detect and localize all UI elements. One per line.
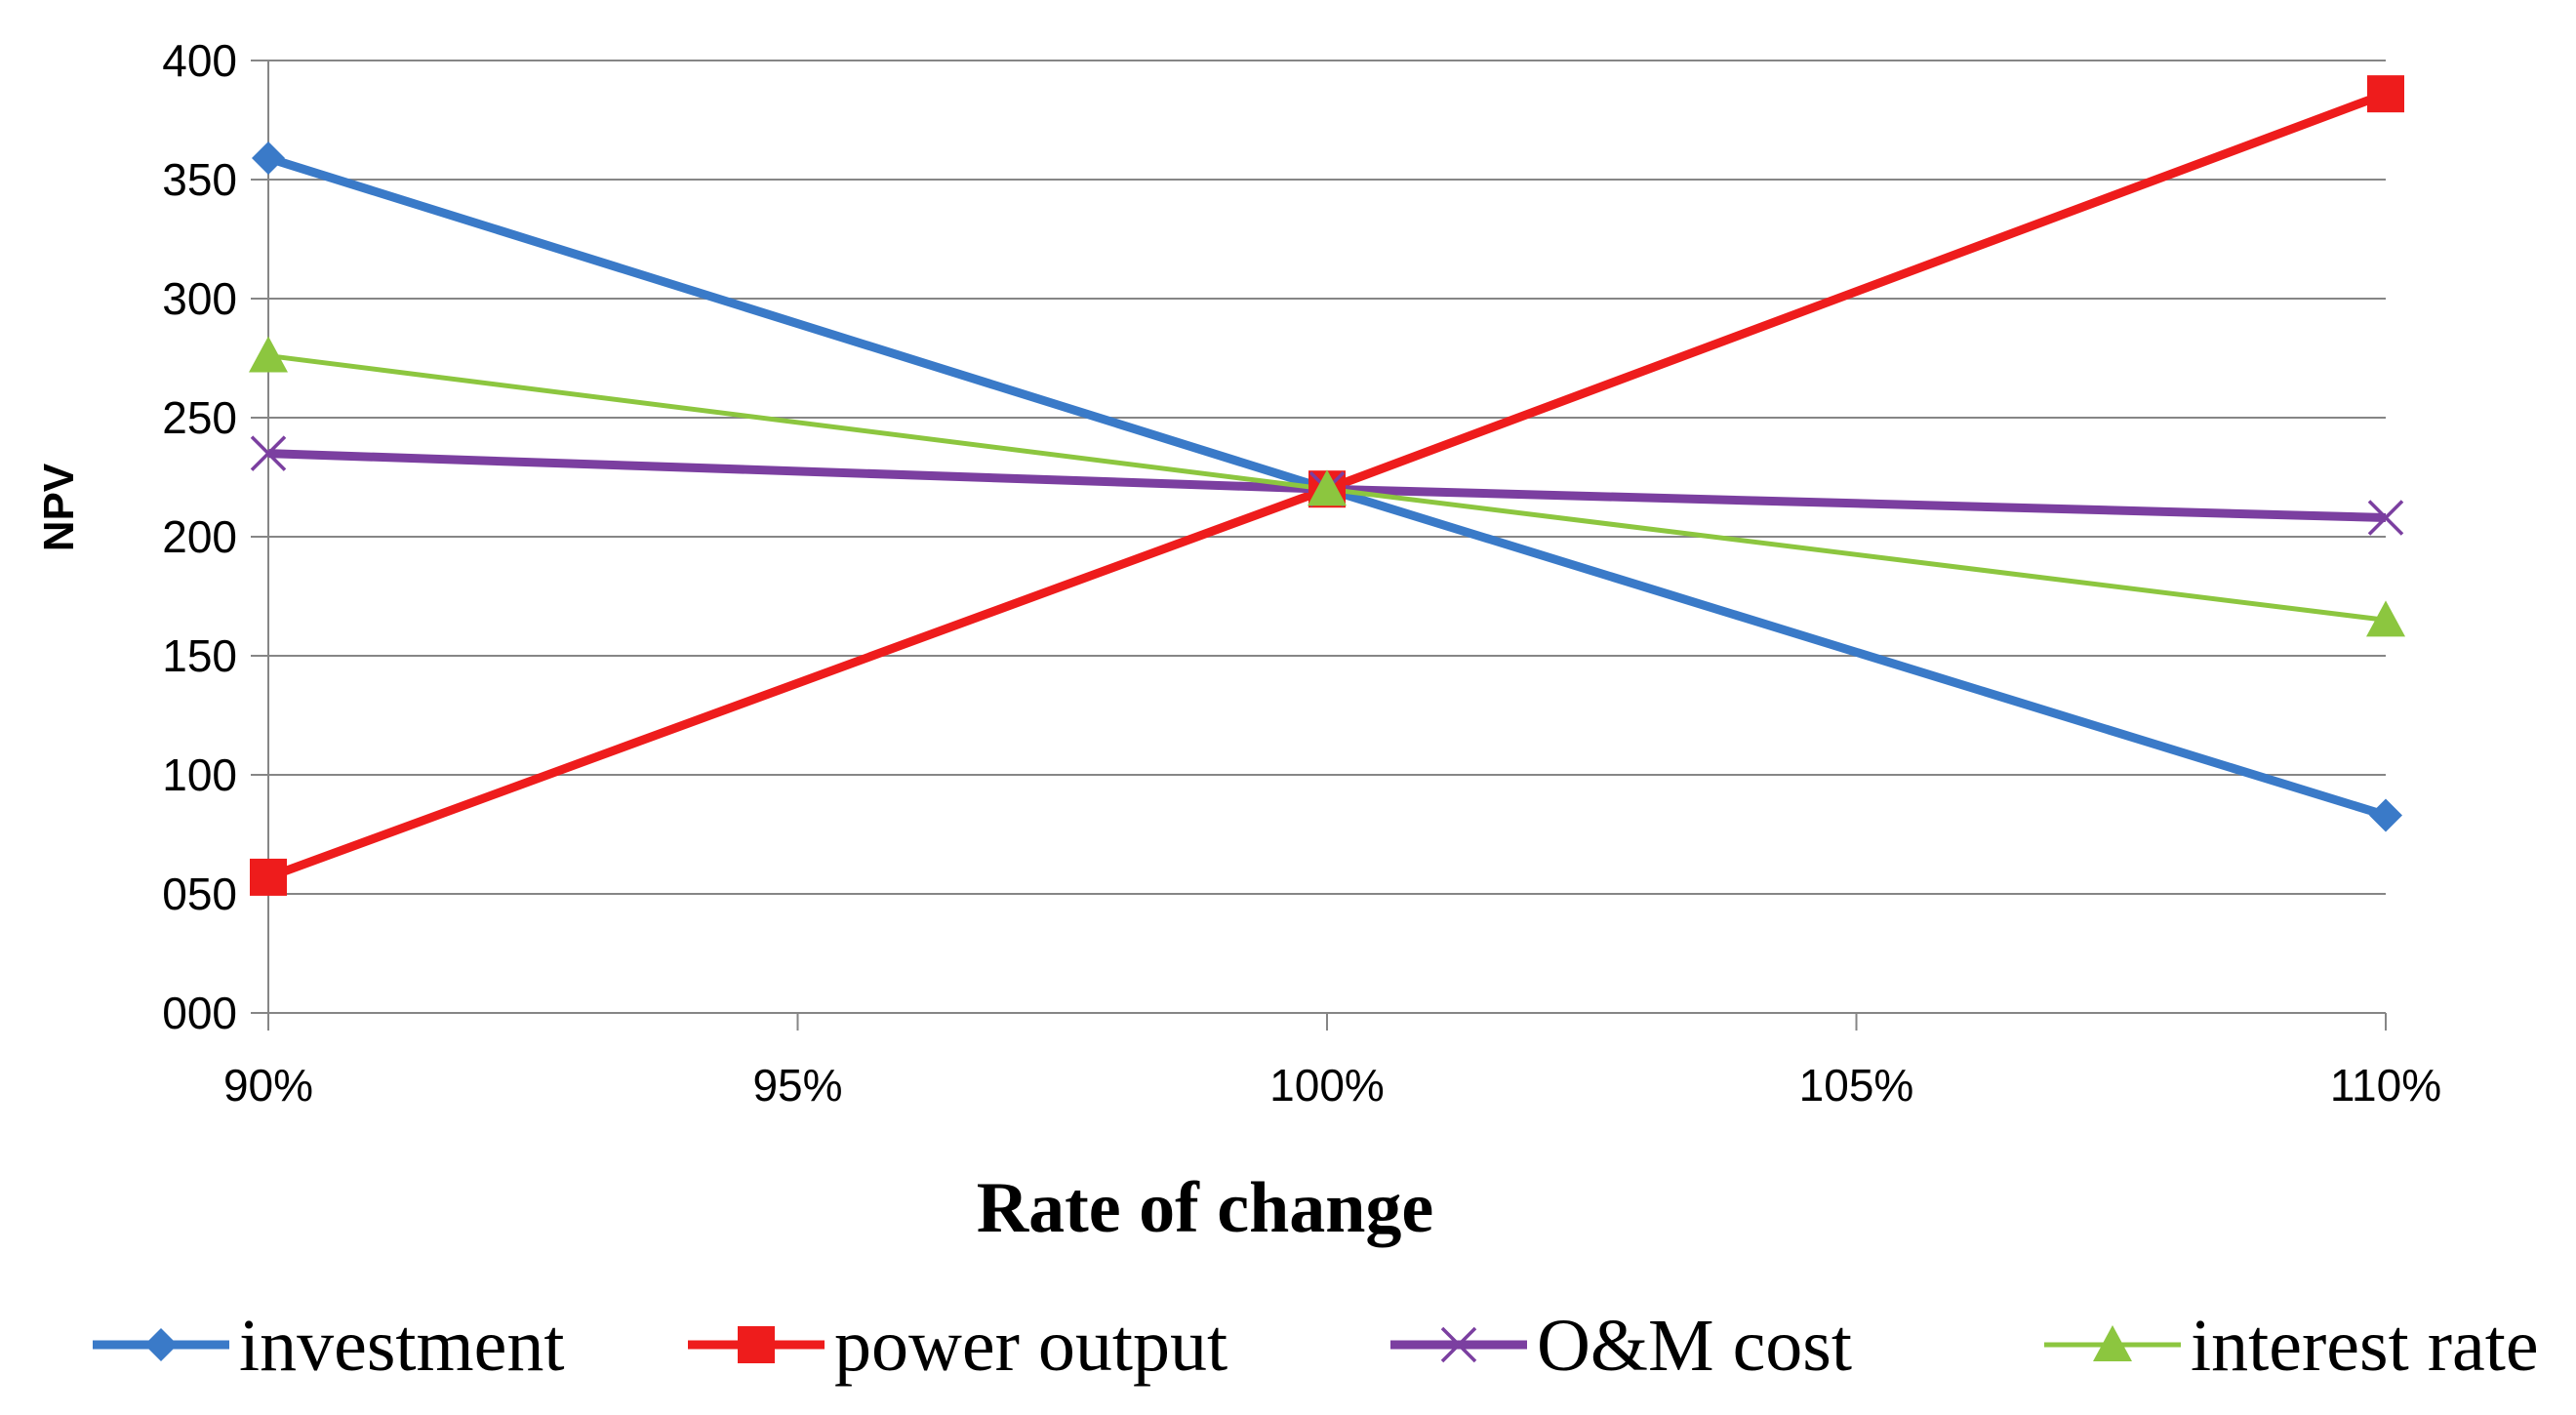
y-tick-label: 200 (162, 511, 237, 562)
marker-interest-rate-1 (1308, 469, 1347, 506)
y-tick-label: 350 (162, 154, 237, 205)
y-tick-label: 100 (162, 749, 237, 800)
legend-label-om-cost: O&M cost (1537, 1305, 1852, 1387)
x-tick-label: 90% (223, 1060, 313, 1111)
marker-power-output-0 (250, 858, 287, 896)
x-tick-label: 105% (1799, 1060, 1914, 1111)
gridlines (268, 60, 2386, 895)
marker-investment-2 (2369, 798, 2402, 832)
y-axis-label: NPV (35, 463, 83, 551)
x-tick-label: 100% (1269, 1060, 1385, 1111)
marker-interest-rate-0 (249, 336, 288, 373)
x-axis-tick-labels: 90% 95% 100% 105% 110% (223, 1060, 2441, 1111)
legend-marker-power-output (738, 1326, 775, 1363)
y-tick-label: 400 (162, 35, 237, 86)
marker-om-cost-2 (2367, 500, 2404, 536)
y-axis-tick-labels: 000 050 100 150 200 250 300 350 400 (162, 35, 237, 1038)
y-tick-label: 300 (162, 273, 237, 324)
axes (251, 60, 2387, 1031)
legend-marker-om-cost-stroke-b (1440, 1326, 1477, 1363)
x-tick-label: 110% (2330, 1060, 2441, 1111)
legend-marker-om-cost (1440, 1326, 1477, 1363)
y-tick-label: 150 (162, 630, 237, 681)
legend-marker-interest-rate (2093, 1325, 2132, 1361)
legend-label-investment: investment (239, 1305, 565, 1387)
marker-power-output-2 (2367, 75, 2404, 113)
legend-marker-investment (144, 1328, 178, 1361)
marker-om-cost-0 (250, 435, 287, 471)
legend-label-interest-rate: interest rate (2191, 1305, 2539, 1387)
y-tick-label: 250 (162, 392, 237, 443)
marker-interest-rate-2 (2366, 600, 2405, 637)
y-tick-label: 050 (162, 869, 237, 919)
marker-om-cost-2-stroke-b (2367, 500, 2404, 536)
marker-om-cost-0-stroke-b (250, 435, 287, 471)
x-axis-label: Rate of change (977, 1168, 1434, 1248)
legend-label-power-output: power output (834, 1305, 1228, 1387)
series-markers (249, 75, 2405, 896)
y-tick-label: 000 (162, 988, 237, 1038)
marker-investment-0 (252, 142, 285, 176)
legend: investment power output O&M cost interest r… (93, 1305, 2539, 1387)
x-tick-label: 95% (752, 1060, 842, 1111)
